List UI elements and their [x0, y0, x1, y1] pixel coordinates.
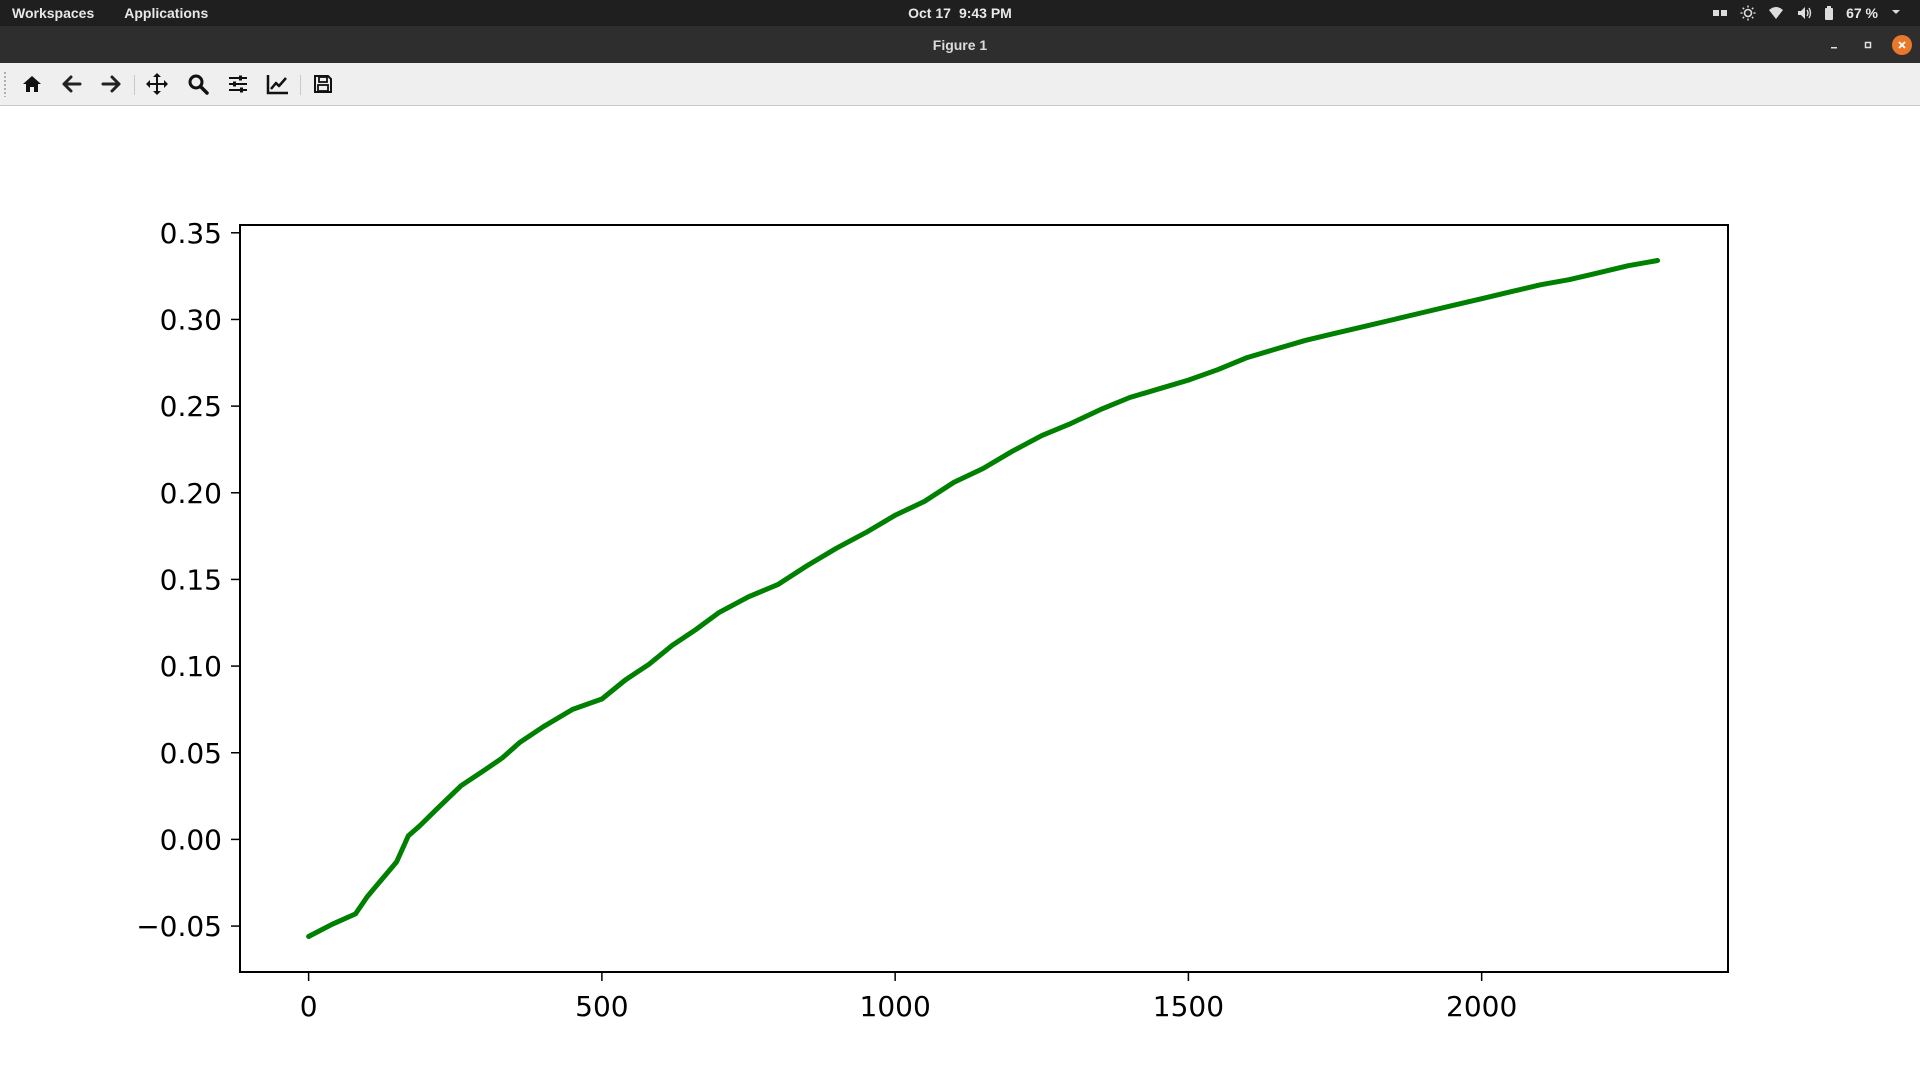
window-title: Figure 1: [932, 36, 988, 53]
window-title-bar: Figure 1: [0, 26, 1920, 63]
zoom-button[interactable]: [183, 70, 213, 98]
zoom-icon: [188, 74, 209, 95]
y-tick-label: 0.30: [160, 303, 222, 336]
y-tick-label: 0.20: [160, 477, 222, 510]
brightness-icon[interactable]: [1740, 5, 1756, 21]
x-tick-label: 1000: [860, 990, 931, 1023]
save-button[interactable]: [308, 70, 338, 98]
x-tick-label: 500: [575, 990, 628, 1023]
x-tick-label: 0: [300, 990, 318, 1023]
close-icon: [1898, 40, 1906, 49]
forward-button[interactable]: [96, 70, 126, 98]
edit-axis-icon: [266, 75, 288, 95]
minimize-icon: [1831, 46, 1837, 48]
axis-ticks: 0 500 1000 1500 2000 −0.05 0.00 0.05 0.10 0.15 0.2…: [136, 217, 1517, 1023]
figure-canvas[interactable]: 0 500 1000 1500 2000 −0.05 0.00 0.05 0.10 0.15 0.2…: [0, 106, 1920, 1080]
system-top-bar: Workspaces Applications Oct 17 9:43 PM 6…: [0, 0, 1920, 26]
configure-subplots-button[interactable]: [223, 70, 253, 98]
y-tick-label: 0.05: [160, 737, 222, 770]
system-menu-chevron-down-icon[interactable]: [1890, 5, 1902, 21]
y-tick-label: 0.10: [160, 650, 222, 683]
minimize-button[interactable]: [1824, 35, 1844, 55]
y-tick-label: 0.25: [160, 390, 222, 423]
clock-time[interactable]: 9:43 PM: [958, 5, 1012, 21]
x-tick-label: 1500: [1153, 990, 1224, 1023]
volume-icon[interactable]: [1796, 5, 1812, 21]
clock-date[interactable]: Oct 17: [908, 5, 951, 21]
applications-menu[interactable]: Applications: [124, 5, 209, 21]
workspaces-menu[interactable]: Workspaces: [12, 5, 95, 21]
forward-arrow-icon: [101, 75, 121, 93]
battery-icon[interactable]: [1824, 5, 1834, 21]
home-button[interactable]: [17, 70, 47, 98]
workspace-switcher-icon[interactable]: [1712, 5, 1728, 21]
y-tick-label: 0.35: [160, 217, 222, 250]
y-tick-label: −0.05: [136, 910, 222, 943]
home-icon: [23, 76, 41, 92]
pan-button[interactable]: [142, 70, 172, 98]
back-arrow-icon: [62, 75, 82, 93]
save-icon: [314, 75, 332, 93]
maximize-button[interactable]: [1858, 35, 1878, 55]
edit-axis-button[interactable]: [263, 70, 293, 98]
close-button[interactable]: [1892, 34, 1912, 55]
battery-percentage[interactable]: 67 %: [1846, 5, 1878, 21]
maximize-icon: [1864, 41, 1872, 48]
back-button[interactable]: [57, 70, 87, 98]
toolbar-separator: [300, 75, 301, 95]
figure-toolbar: [0, 63, 1920, 106]
x-tick-label: 2000: [1446, 990, 1517, 1023]
toolbar-grip[interactable]: [3, 71, 7, 97]
subplots-configure-icon: [229, 75, 247, 93]
y-tick-label: 0.15: [160, 563, 222, 596]
line-series: [306, 258, 1661, 939]
y-tick-label: 0.00: [160, 823, 222, 856]
axes-frame: [239, 224, 1729, 973]
pan-icon: [146, 73, 168, 95]
wifi-icon[interactable]: [1768, 5, 1784, 21]
toolbar-separator: [134, 75, 135, 95]
data-line: [306, 258, 1661, 939]
